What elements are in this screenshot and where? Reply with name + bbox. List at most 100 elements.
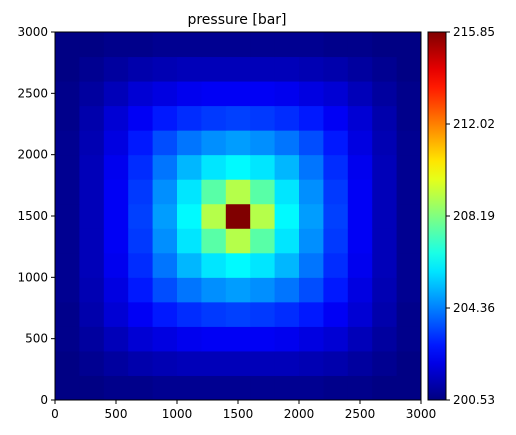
heatmap-cell <box>79 56 105 82</box>
heatmap-cell <box>372 277 398 303</box>
heatmap-cell <box>299 277 324 303</box>
heatmap-cell <box>299 154 324 180</box>
heatmap-cell <box>201 301 227 327</box>
heatmap-cell <box>225 350 251 376</box>
heatmap-cell <box>103 154 129 180</box>
heatmap-cell <box>347 326 373 352</box>
heatmap-cell <box>152 301 178 327</box>
y-axis: 0 500 1000 1500 2000 2500 3000 <box>17 25 55 407</box>
heatmap-cell <box>299 301 324 327</box>
y-tick-label: 1000 <box>17 270 48 284</box>
heatmap-cell <box>250 301 276 327</box>
heatmap-cell <box>79 81 105 107</box>
heatmap-cell <box>103 105 129 131</box>
heatmap-cell <box>177 105 202 131</box>
heatmap-cell <box>299 81 324 107</box>
heatmap-cell <box>152 154 178 180</box>
heatmap-cell <box>250 228 276 254</box>
heatmap-cell <box>372 56 398 82</box>
heatmap-cell <box>396 56 422 82</box>
heatmap-cell <box>152 375 178 401</box>
colorbar-tick-label: 215.85 <box>453 25 495 39</box>
heatmap-cell <box>250 81 276 107</box>
heatmap-cell <box>225 32 251 58</box>
heatmap-cell <box>201 32 227 58</box>
heatmap-cell <box>225 56 251 82</box>
heatmap-cell <box>152 56 178 82</box>
heatmap-cells <box>55 32 422 401</box>
x-tick-label: 500 <box>105 407 128 421</box>
heatmap-cell <box>152 179 178 205</box>
heatmap-cell <box>177 154 202 180</box>
heatmap-cell <box>372 179 398 205</box>
colorbar-tick-label: 200.53 <box>453 393 495 407</box>
heatmap-cell <box>177 130 202 156</box>
heatmap-cell <box>347 375 373 401</box>
heatmap-cell <box>177 301 202 327</box>
heatmap-cell <box>177 252 202 278</box>
heatmap-cell <box>225 228 251 254</box>
heatmap-cell <box>103 326 129 352</box>
heatmap-cell <box>225 203 251 229</box>
x-tick-label: 2500 <box>345 407 376 421</box>
heatmap-cell <box>103 350 129 376</box>
heatmap-cell <box>225 81 251 107</box>
heatmap-cell <box>299 326 324 352</box>
heatmap-cell <box>347 130 373 156</box>
heatmap-cell <box>152 130 178 156</box>
heatmap-cell <box>396 105 422 131</box>
heatmap-cell <box>250 154 276 180</box>
heatmap-cell <box>201 56 227 82</box>
heatmap-cell <box>225 154 251 180</box>
y-tick-label: 1500 <box>17 209 48 223</box>
heatmap-cell <box>323 326 349 352</box>
heatmap-cell <box>396 375 422 401</box>
heatmap-cell <box>177 81 202 107</box>
chart-title: pressure [bar] <box>187 12 286 28</box>
heatmap-cell <box>103 32 129 58</box>
heatmap-cell <box>372 301 398 327</box>
heatmap-cell <box>201 130 227 156</box>
heatmap-cell <box>396 350 422 376</box>
heatmap-cell <box>103 130 129 156</box>
heatmap-cell <box>152 105 178 131</box>
heatmap-cell <box>55 56 80 82</box>
heatmap-cell <box>323 252 349 278</box>
heatmap-cell <box>299 130 324 156</box>
y-tick-label: 500 <box>25 332 48 346</box>
heatmap-cell <box>250 277 276 303</box>
y-tick-label: 0 <box>40 393 48 407</box>
heatmap-cell <box>396 81 422 107</box>
heatmap-cell <box>79 228 105 254</box>
heatmap-cell <box>250 32 276 58</box>
heatmap-cell <box>152 326 178 352</box>
heatmap-cell <box>201 154 227 180</box>
heatmap-cell <box>323 179 349 205</box>
heatmap-cell <box>274 301 300 327</box>
heatmap-cell <box>396 301 422 327</box>
heatmap-cell <box>152 228 178 254</box>
heatmap-cell <box>55 32 80 58</box>
heatmap-cell <box>152 203 178 229</box>
heatmap-cell <box>347 350 373 376</box>
heatmap-cell <box>323 154 349 180</box>
heatmap-cell <box>274 179 300 205</box>
heatmap-cell <box>79 130 105 156</box>
heatmap-cell <box>55 105 80 131</box>
heatmap-cell <box>347 203 373 229</box>
heatmap-cell <box>79 252 105 278</box>
heatmap-cell <box>201 350 227 376</box>
heatmap-cell <box>79 203 105 229</box>
heatmap-cell <box>55 203 80 229</box>
heatmap-cell <box>79 179 105 205</box>
heatmap-cell <box>396 130 422 156</box>
heatmap-cell <box>128 154 154 180</box>
heatmap-cell <box>323 56 349 82</box>
heatmap-cell <box>323 130 349 156</box>
heatmap-cell <box>396 277 422 303</box>
heatmap-cell <box>323 81 349 107</box>
colorbar-tick-label: 204.36 <box>453 301 495 315</box>
heatmap-cell <box>274 203 300 229</box>
heatmap-cell <box>225 375 251 401</box>
